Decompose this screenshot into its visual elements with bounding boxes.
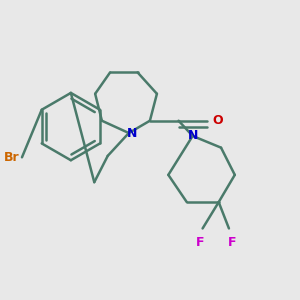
Text: O: O (212, 114, 223, 127)
Text: F: F (228, 236, 236, 249)
Text: Br: Br (3, 151, 19, 164)
Text: N: N (188, 129, 198, 142)
Text: N: N (127, 127, 137, 140)
Text: F: F (195, 236, 204, 249)
